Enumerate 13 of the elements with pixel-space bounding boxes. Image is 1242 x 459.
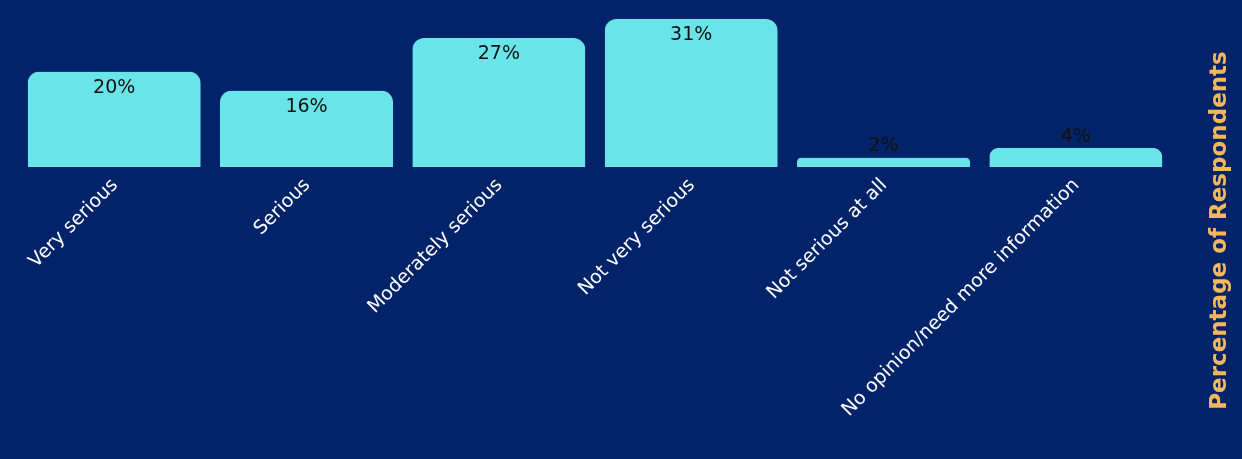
data-label: 4% bbox=[1060, 123, 1091, 146]
bar bbox=[27, 71, 201, 167]
bar bbox=[604, 19, 778, 167]
data-label: 16% bbox=[285, 93, 328, 116]
bar bbox=[989, 147, 1163, 167]
bar bbox=[796, 157, 971, 167]
bar bbox=[219, 90, 394, 167]
y-axis-title: Percentage of Respondents bbox=[1204, 51, 1231, 410]
data-label: 27% bbox=[477, 41, 520, 64]
data-label: 31% bbox=[670, 22, 713, 44]
data-label: 20% bbox=[93, 74, 136, 97]
bar bbox=[412, 38, 586, 167]
data-label: 2% bbox=[868, 133, 899, 156]
